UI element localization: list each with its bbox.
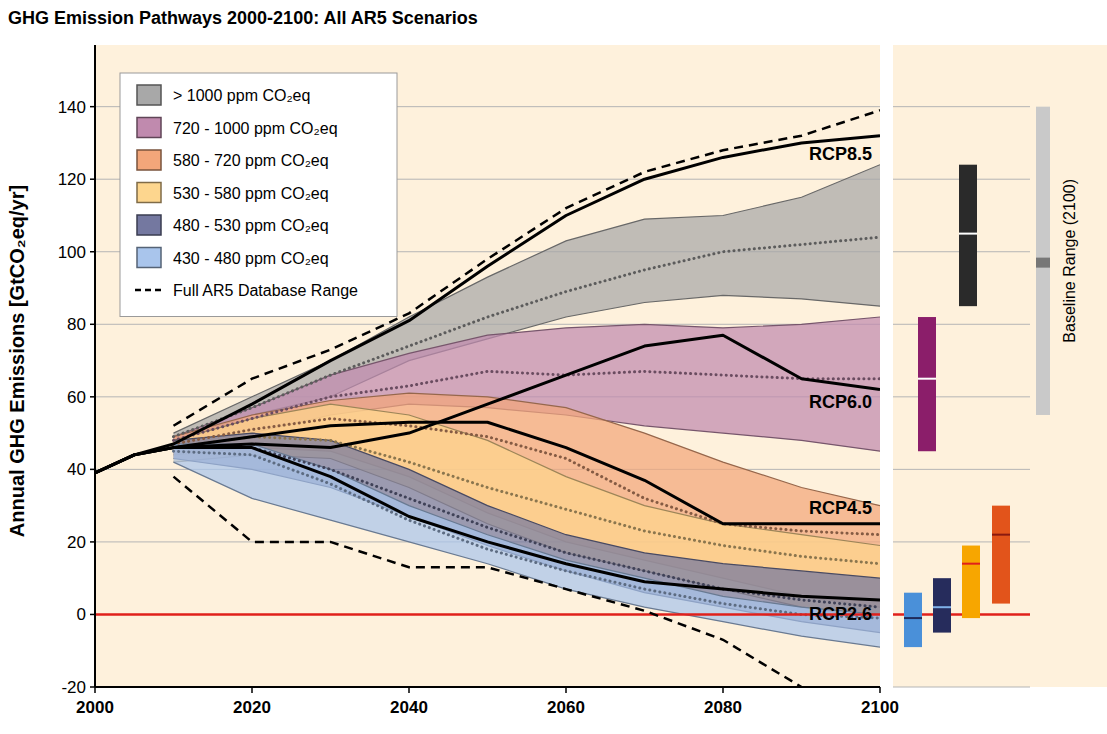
x-axis — [95, 686, 880, 688]
band-median — [174, 371, 881, 440]
legend-swatch — [137, 118, 161, 138]
legend-label: Full AR5 Database Range — [173, 282, 358, 299]
grid-line — [893, 687, 1030, 688]
legend-swatch — [137, 215, 161, 235]
x-tick — [94, 687, 96, 693]
grid-line — [95, 614, 880, 615]
legend-label: 530 - 580 ppm CO₂eq — [173, 185, 329, 202]
range-bar — [904, 593, 922, 647]
x-tick — [722, 687, 724, 693]
legend-swatch — [135, 289, 163, 292]
grid-line — [893, 469, 1030, 470]
range-median — [962, 563, 980, 565]
legend-label: 580 - 720 ppm CO₂eq — [173, 152, 329, 169]
grid-line — [893, 106, 1030, 107]
x-tick-label: 2020 — [233, 698, 271, 717]
range-median — [992, 534, 1010, 536]
y-axis-label: Annual GHG Emissions [GtCO₂eq/yr] — [6, 185, 28, 537]
range-median — [904, 617, 922, 619]
legend-box — [120, 73, 397, 317]
x-tick-label: 2040 — [390, 698, 428, 717]
baseline-median — [1036, 258, 1050, 268]
x-tick-label: 2080 — [704, 698, 742, 717]
chart: GHG Emission Pathways 2000-2100: All AR5… — [0, 0, 1107, 734]
range-bar — [918, 317, 936, 451]
band-lower — [174, 462, 881, 647]
band-median — [174, 448, 881, 608]
rcp-line — [95, 422, 880, 524]
line-label: RCP4.5 — [809, 498, 872, 518]
background — [0, 0, 1107, 734]
title: GHG Emission Pathways 2000-2100: All AR5… — [8, 8, 478, 28]
x-tick-label: 2000 — [76, 698, 114, 717]
band-area — [174, 444, 881, 647]
range-median — [918, 378, 936, 380]
plot-background — [95, 45, 880, 687]
grid-line — [893, 324, 1030, 325]
baseline-label: Baseline Range (2100) — [1061, 179, 1078, 343]
y-tick-label: 100 — [58, 243, 86, 262]
x-tick-label: 2060 — [547, 698, 585, 717]
y-tick-label: 140 — [58, 98, 86, 117]
line-label: RCP8.5 — [809, 144, 872, 164]
range-median — [933, 606, 951, 608]
legend-swatch — [137, 183, 161, 203]
x-tick — [879, 687, 881, 693]
range-bar — [992, 506, 1010, 604]
y-tick-label: 0 — [77, 605, 86, 624]
range-line — [174, 477, 802, 687]
line-label: RCP6.0 — [809, 392, 872, 412]
range-bar — [933, 578, 951, 632]
grid-line — [893, 396, 1030, 397]
range-bar — [959, 165, 977, 306]
y-tick-label: -20 — [61, 678, 86, 697]
rcp-line — [95, 335, 880, 473]
legend-label: 480 - 530 ppm CO₂eq — [173, 217, 329, 234]
range-median — [959, 233, 977, 235]
legend-swatch — [137, 248, 161, 268]
legend-label: 430 - 480 ppm CO₂eq — [173, 250, 329, 267]
legend-label: 720 - 1000 ppm CO₂eq — [173, 120, 338, 137]
rcp-line — [95, 448, 880, 600]
y-tick-label: 20 — [67, 533, 86, 552]
y-tick-label: 80 — [67, 315, 86, 334]
grid-line — [95, 687, 880, 688]
x-tick-label: 2100 — [861, 698, 899, 717]
reference-line — [95, 613, 880, 616]
x-tick — [565, 687, 567, 693]
panel-background — [893, 45, 1107, 687]
legend-swatch — [137, 85, 161, 105]
baseline-bar — [1036, 107, 1050, 415]
band-upper — [174, 444, 881, 615]
plot-area — [95, 110, 880, 687]
line-label: RCP2.6 — [809, 604, 872, 624]
y-axis — [94, 45, 96, 687]
y-tick-label: 120 — [58, 170, 86, 189]
x-tick — [251, 687, 253, 693]
range-bar — [962, 546, 980, 619]
y-tick-label: 60 — [67, 388, 86, 407]
legend-swatch — [137, 150, 161, 170]
y-tick-label: 40 — [67, 460, 86, 479]
x-tick — [408, 687, 410, 693]
legend-label: > 1000 ppm CO₂eq — [173, 87, 310, 104]
